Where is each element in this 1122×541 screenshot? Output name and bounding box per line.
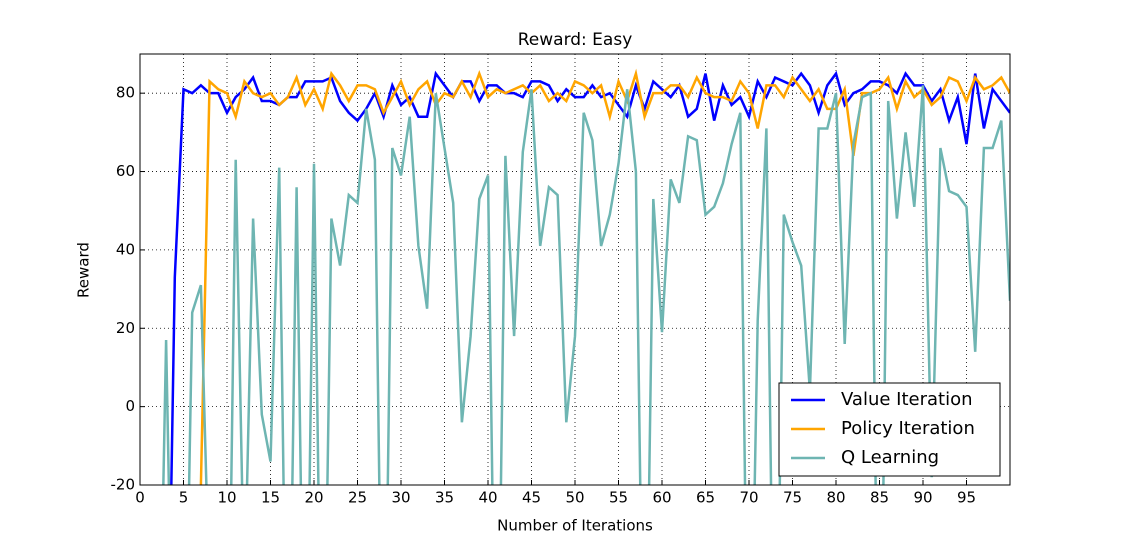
y-tick-label: 0 <box>125 397 135 415</box>
legend-label: Q Learning <box>841 447 939 468</box>
x-tick-label: 55 <box>609 489 628 507</box>
x-tick-label: 85 <box>870 489 889 507</box>
x-tick-label: 50 <box>565 489 584 507</box>
plot-lines <box>162 68 1010 485</box>
x-tick-label: 60 <box>652 489 671 507</box>
x-tick-label: 15 <box>261 489 280 507</box>
x-tick-label: 35 <box>435 489 454 507</box>
chart-title: Reward: Easy <box>518 30 633 50</box>
x-tick-label: 70 <box>739 489 758 507</box>
x-tick-label: 65 <box>696 489 715 507</box>
x-tick-label: 45 <box>522 489 541 507</box>
x-tick-label: 75 <box>783 489 802 507</box>
x-axis-label: Number of Iterations <box>497 517 653 535</box>
legend-label: Policy Iteration <box>841 418 975 439</box>
legend-label: Value Iteration <box>841 389 973 410</box>
series-line <box>162 85 1010 485</box>
x-tick-label: 5 <box>179 489 189 507</box>
y-tick-label: -20 <box>111 476 136 494</box>
y-tick-label: 60 <box>116 162 135 180</box>
x-tick-label: 20 <box>304 489 323 507</box>
series-line <box>170 70 1010 485</box>
x-tick-label: 0 <box>135 489 145 507</box>
legend: Value Iteration Policy Iteration Q Learnin… <box>778 382 1001 477</box>
y-tick-label: 40 <box>116 240 135 258</box>
x-tick-label: 80 <box>826 489 845 507</box>
series-line <box>199 68 1010 485</box>
x-tick-label: 95 <box>957 489 976 507</box>
y-axis-label: Reward <box>75 242 93 298</box>
x-tick-label: 90 <box>913 489 932 507</box>
x-tick-label: 25 <box>348 489 367 507</box>
y-tick-label: 80 <box>116 84 135 102</box>
y-tick-label: 20 <box>116 319 135 337</box>
x-tick-label: 30 <box>391 489 410 507</box>
x-tick-label: 40 <box>478 489 497 507</box>
x-tick-label: 10 <box>217 489 236 507</box>
